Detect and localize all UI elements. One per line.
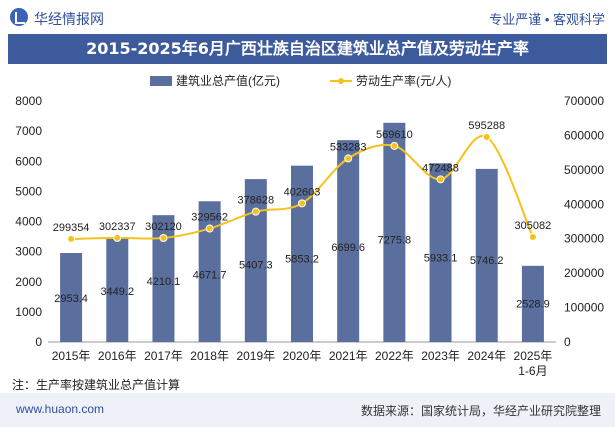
bar (475, 168, 498, 342)
bar-value-label: 2528.9 (516, 299, 550, 311)
y-right-tick-label: 100000 (564, 301, 604, 315)
y-right-tick-label: 300000 (564, 232, 604, 246)
line-point (113, 233, 122, 242)
footer-source: 数据来源：国家统计局，华经产业研究院整理 (360, 404, 601, 418)
x-tick-label: 2016年 (98, 349, 137, 363)
x-tick-label: 1-6月 (518, 364, 547, 378)
y-left-tick-label: 0 (35, 335, 42, 349)
brand-tags: 专业严谨 • 客观科学 (489, 12, 605, 27)
chart-note: 注：生产率按建筑业总产值计算 (12, 378, 181, 392)
line-point (251, 207, 260, 216)
line-value-label: 305082 (515, 220, 552, 232)
line-value-label: 299354 (53, 222, 90, 234)
line-point (344, 154, 353, 163)
y-left-tick-label: 6000 (15, 154, 42, 168)
bar (60, 253, 83, 342)
bar (152, 215, 175, 342)
x-tick-label: 2023年 (421, 349, 460, 363)
y-right-tick-label: 600000 (564, 128, 604, 142)
bar (244, 179, 267, 342)
bar-value-label: 5407.3 (239, 260, 273, 272)
line-value-label: 533283 (330, 141, 367, 153)
y-right-tick-label: 500000 (564, 163, 604, 177)
y-left-tick-label: 8000 (15, 94, 42, 108)
productivity-line (71, 134, 534, 240)
y-right-tick-label: 0 (564, 335, 571, 349)
line-point (528, 232, 537, 241)
bar (198, 201, 221, 342)
line-point (67, 234, 76, 243)
bar-value-label: 3449.2 (100, 286, 134, 298)
bar-value-label: 5853.2 (285, 254, 319, 266)
logo-icon (10, 8, 28, 26)
bar-value-label: 4671.7 (193, 270, 227, 282)
bar-value-label: 2953.4 (54, 293, 88, 305)
y-left-tick-label: 3000 (15, 245, 42, 259)
bar-value-label: 6699.6 (331, 242, 365, 254)
footer: www.huaon.com 数据来源：国家统计局，华经产业研究院整理 (0, 393, 615, 427)
line-point (436, 175, 445, 184)
y-right-tick-label: 400000 (564, 197, 604, 211)
x-tick-label: 2020年 (283, 349, 322, 363)
bar-value-label: 5746.2 (470, 255, 504, 267)
legend-line-marker (338, 78, 344, 84)
bar (291, 165, 313, 342)
y-left-tick-label: 7000 (15, 124, 42, 138)
legend-bar-swatch (150, 76, 172, 86)
line-value-label: 302120 (145, 221, 182, 233)
bar (337, 140, 360, 342)
x-tick-label: 2019年 (236, 349, 275, 363)
bar-value-label: 4210.1 (147, 276, 181, 288)
legend-line-label: 劳动生产率(元/人) (356, 73, 451, 88)
y-left-tick-label: 4000 (15, 215, 42, 229)
brand-name: 华经情报网 (34, 11, 104, 27)
x-tick-label: 2024年 (467, 349, 506, 363)
x-tick-label: 2015年 (52, 349, 91, 363)
line-value-label: 569610 (376, 129, 413, 141)
line-value-label: 378628 (237, 195, 274, 207)
line-point (205, 224, 214, 233)
x-tick-label: 2018年 (190, 349, 229, 363)
line-point (159, 233, 168, 242)
top-bar: 华经情报网 专业严谨 • 客观科学 (0, 0, 615, 34)
bar (521, 265, 544, 342)
line-value-label: 402603 (284, 186, 321, 198)
x-tick-label: 2021年 (329, 349, 368, 363)
y-left-tick-label: 1000 (15, 305, 42, 319)
line-point (390, 141, 399, 150)
line-value-label: 472488 (422, 162, 459, 174)
line-point (482, 133, 491, 142)
y-right-tick-label: 700000 (564, 94, 604, 108)
line-value-label: 595288 (468, 120, 505, 132)
y-right-tick-label: 200000 (564, 266, 604, 280)
bar (383, 122, 406, 342)
x-tick-label: 2022年 (375, 349, 414, 363)
bar (429, 163, 452, 342)
footer-url[interactable]: www.huaon.com (16, 402, 105, 416)
x-tick-label: 2017年 (144, 349, 183, 363)
x-tick-label: 2025年 (514, 349, 553, 363)
bar (106, 238, 129, 342)
y-left-tick-label: 2000 (15, 275, 42, 289)
line-value-label: 329562 (191, 212, 228, 224)
line-value-label: 302337 (99, 221, 136, 233)
chart-title: 2015-2025年6月广西壮族自治区建筑业总产值及劳动生产率 (8, 34, 607, 64)
legend-bar-label: 建筑业总产值(亿元) (176, 73, 280, 88)
line-point (298, 199, 306, 208)
y-left-tick-label: 5000 (15, 184, 42, 198)
bar-value-label: 5933.1 (424, 253, 458, 265)
bar-value-label: 7275.8 (378, 234, 412, 246)
